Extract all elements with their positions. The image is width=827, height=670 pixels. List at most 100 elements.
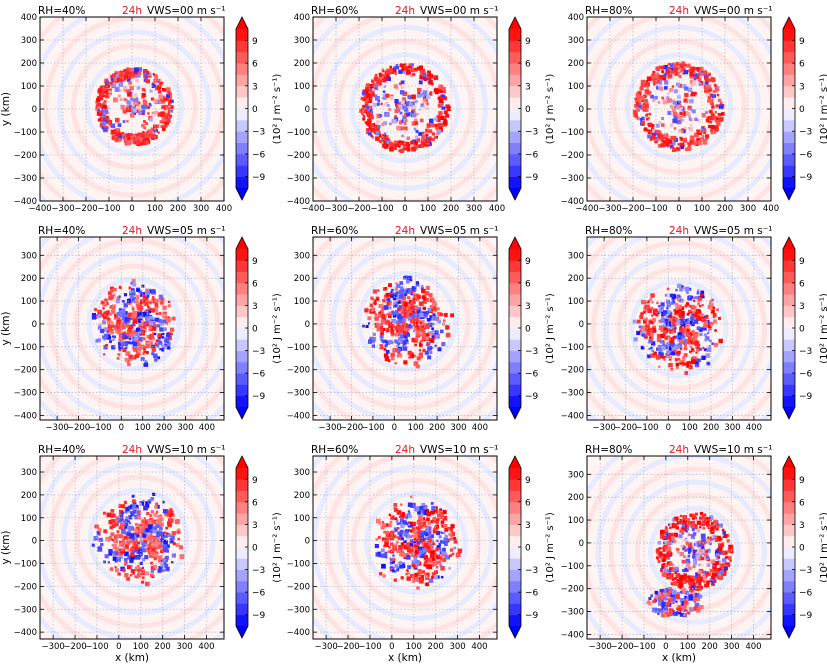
- panel-time-label: 24h: [669, 225, 689, 237]
- field-cell: [152, 112, 155, 115]
- field-cell: [711, 125, 716, 129]
- colorbar-segment: [236, 592, 248, 604]
- y-tick-label: 0: [305, 320, 310, 330]
- colorbar-extend-bottom: [509, 188, 521, 200]
- field-cell: [371, 93, 374, 96]
- field-cell: [407, 137, 411, 141]
- x-tick-label: −100: [85, 642, 108, 652]
- field-cell: [141, 519, 145, 523]
- field-cell: [386, 534, 389, 537]
- field-cell: [411, 111, 414, 114]
- field-cell: [381, 314, 385, 318]
- field-cell: [407, 565, 411, 569]
- y-tick-label: −100: [287, 560, 310, 570]
- field-cell: [653, 329, 657, 333]
- field-cell: [394, 141, 398, 145]
- field-cell: [107, 310, 110, 313]
- field-cell: [158, 94, 163, 99]
- field-cell: [366, 325, 369, 328]
- field-cell: [685, 333, 689, 337]
- field-cell: [717, 94, 720, 97]
- colorbar-segment: [783, 272, 795, 284]
- field-cell: [400, 286, 403, 289]
- field-cell: [674, 350, 677, 353]
- field-cell: [439, 556, 442, 559]
- field-cell: [456, 553, 461, 558]
- field-cell: [710, 121, 713, 124]
- x-tick-label: 200: [155, 642, 171, 652]
- colorbar-segment: [236, 109, 248, 121]
- y-tick-label: 0: [32, 105, 37, 115]
- field-cell: [153, 513, 157, 517]
- y-tick-label: −300: [287, 605, 310, 615]
- field-cell: [668, 523, 670, 525]
- field-cell: [444, 313, 448, 317]
- field-cell: [392, 558, 395, 561]
- colorbar-tick-label: 3: [525, 521, 531, 531]
- field-cell: [133, 342, 138, 347]
- field-cell: [643, 105, 646, 108]
- field-cell: [112, 554, 114, 556]
- colorbar-tick-label: 3: [525, 82, 531, 92]
- field-cell: [657, 334, 660, 337]
- field-cell: [417, 94, 421, 98]
- colorbar-segment: [509, 328, 521, 340]
- field-cell: [670, 105, 673, 108]
- field-cell: [686, 542, 690, 546]
- x-tick-label: 300: [466, 204, 482, 214]
- field-cell: [393, 535, 396, 538]
- field-cell: [670, 294, 674, 298]
- field-cell: [682, 334, 685, 337]
- field-cell: [663, 65, 665, 67]
- field-cell: [633, 320, 637, 324]
- field-cell: [405, 573, 407, 575]
- field-cell: [691, 359, 696, 364]
- colorbar-segment: [509, 143, 521, 155]
- y-tick-label: 100: [21, 82, 37, 92]
- x-tick-label: 0: [676, 204, 681, 214]
- y-tick-label: −200: [14, 366, 37, 376]
- field-cell: [410, 68, 414, 72]
- field-cell: [383, 574, 386, 577]
- colorbar-segment: [509, 603, 521, 615]
- field-cell: [407, 324, 411, 328]
- field-cell: [422, 73, 426, 77]
- field-cell: [135, 549, 139, 553]
- field-cell: [375, 74, 378, 77]
- field-cell: [690, 119, 693, 122]
- field-cell: [170, 518, 173, 521]
- field-cell: [370, 123, 374, 127]
- y-tick-label: 200: [21, 274, 37, 284]
- field-cell: [125, 523, 128, 526]
- field-cell: [701, 356, 705, 360]
- field-cell: [419, 313, 424, 318]
- field-cell: [378, 100, 380, 102]
- field-cell: [379, 572, 382, 575]
- field-cell: [373, 290, 376, 293]
- field-cell: [702, 304, 704, 306]
- colorbar-segment: [509, 558, 521, 570]
- colorbar-segment: [783, 86, 795, 98]
- field-cell: [112, 84, 116, 88]
- field-cell: [121, 504, 125, 508]
- field-cell: [136, 505, 139, 508]
- colorbar-segment: [509, 40, 521, 52]
- field-cell: [428, 522, 431, 525]
- x-tick-label: 400: [763, 204, 779, 214]
- field-cell: [406, 70, 411, 75]
- x-tick-label: 100: [694, 204, 710, 214]
- field-cell: [416, 281, 419, 284]
- field-cell: [389, 66, 392, 69]
- field-cell: [417, 92, 420, 95]
- field-cell: [400, 334, 404, 338]
- field-cell: [443, 120, 448, 125]
- field-cell: [416, 294, 419, 297]
- field-cell: [406, 542, 411, 547]
- colorbar-segment: [236, 177, 248, 189]
- field-cell: [132, 499, 136, 503]
- x-tick-label: 200: [703, 423, 719, 433]
- colorbar-segment: [509, 615, 521, 627]
- field-cell: [110, 289, 114, 293]
- field-cell: [168, 103, 170, 105]
